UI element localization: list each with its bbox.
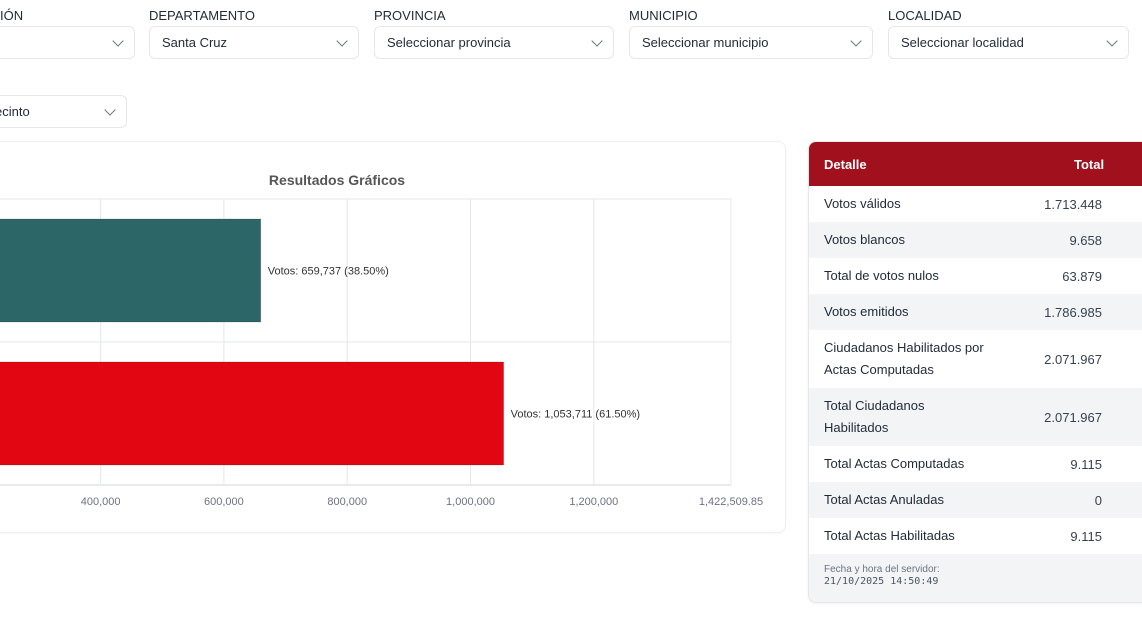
row-value: 1.713.448 [1044,196,1102,212]
chart-bars [0,218,505,466]
row-label: Total Actas Anuladas [824,492,944,507]
filter-label-localidad: LOCALIDAD [888,8,962,23]
header-total: Total [1074,156,1105,172]
recinto-select[interactable]: ecinto [0,95,127,128]
chart-x-ticks: 200,000400,000600,000800,0001,000,0001,2… [81,496,763,508]
server-timestamp: 21/10/2025 14:50:49 [824,576,939,587]
row-value: 9.115 [1070,456,1102,472]
results-table: Detalle Total Votos válidos 1.713.448 Vo… [808,141,1142,603]
chevron-down-icon [1106,34,1118,47]
row-label: Total Ciudadanos Habilitados [824,398,925,435]
header-detalle: Detalle [824,156,867,172]
row-value: 9.115 [1070,528,1102,544]
chevron-down-icon [850,34,862,47]
row-label: Ciudadanos Habilitados por Actas Computa… [824,340,984,377]
chart-card: Resultados Gráficos Votos: 659,737 (38.5… [0,141,786,533]
row-label: Votos emitidos [824,304,909,319]
municipio-select[interactable]: Seleccionar municipio [629,26,873,59]
x-tick-label: 1,200,000 [569,496,618,508]
table-row: Total de votos nulos 63.879 [809,258,1142,294]
chevron-down-icon [591,34,603,47]
filter-label-region: IÓN [0,8,24,23]
filter-label-departamento: DEPARTAMENTO [149,8,255,23]
filter-label-provincia: PROVINCIA [374,8,446,23]
row-value: 2.071.967 [1044,409,1102,425]
x-tick-label: 1,000,000 [446,496,495,508]
bar-data-label: Votos: 1,053,711 (61.50%) [511,409,640,421]
chevron-down-icon [112,34,124,47]
localidad-select[interactable]: Seleccionar localidad [888,26,1129,59]
chevron-down-icon [336,34,348,47]
table-row: Total Actas Computadas 9.115 [809,446,1142,482]
row-label: Total de votos nulos [824,268,939,283]
provincia-select[interactable]: Seleccionar provincia [374,26,614,59]
row-label: Votos válidos [824,196,901,211]
row-value: 2.071.967 [1044,351,1102,367]
table-header: Detalle Total [809,142,1142,186]
row-label: Total Actas Computadas [824,456,965,471]
bar-data-label: Votos: 659,737 (38.50%) [268,266,389,278]
chevron-down-icon [104,103,116,116]
x-tick-label: 400,000 [81,496,121,508]
row-label: Votos blancos [824,232,905,247]
row-value: 0 [1094,492,1102,508]
filter-label-municipio: MUNICIPIO [629,8,698,23]
table-row: Total Actas Anuladas 0 [809,482,1142,518]
departamento-select[interactable]: Santa Cruz [149,26,359,59]
x-tick-label: 600,000 [204,496,244,508]
bar-chart: Votos: 659,737 (38.50%) Votos: 1,053,711 … [0,198,763,508]
chart-title: Resultados Gráficos [268,172,406,188]
x-tick-label: 800,000 [327,496,367,508]
table-row: Total Ciudadanos Habilitados 2.071.967 [809,388,1142,446]
server-time-label: Fecha y hora del servidor: [824,564,940,575]
row-value: 1.786.985 [1044,304,1102,320]
bar [0,361,505,466]
table-row: Ciudadanos Habilitados por Actas Computa… [809,330,1142,388]
table-row: Votos blancos 9.658 [809,222,1142,258]
bar [0,218,262,323]
table-row: Votos emitidos 1.786.985 [809,294,1142,330]
region-select[interactable] [0,26,135,59]
row-value: 63.879 [1062,268,1102,284]
chart-data-labels: Votos: 659,737 (38.50%) Votos: 1,053,711 … [268,266,640,421]
server-time-footer: Fecha y hora del servidor: 21/10/2025 14… [809,554,1142,602]
table-row: Total Actas Habilitadas 9.115 [809,518,1142,554]
table-row: Votos válidos 1.713.448 [809,186,1142,222]
row-value: 9.658 [1069,232,1102,248]
row-label: Total Actas Habilitadas [824,528,955,543]
x-tick-label: 1,422,509.85 [699,496,763,508]
